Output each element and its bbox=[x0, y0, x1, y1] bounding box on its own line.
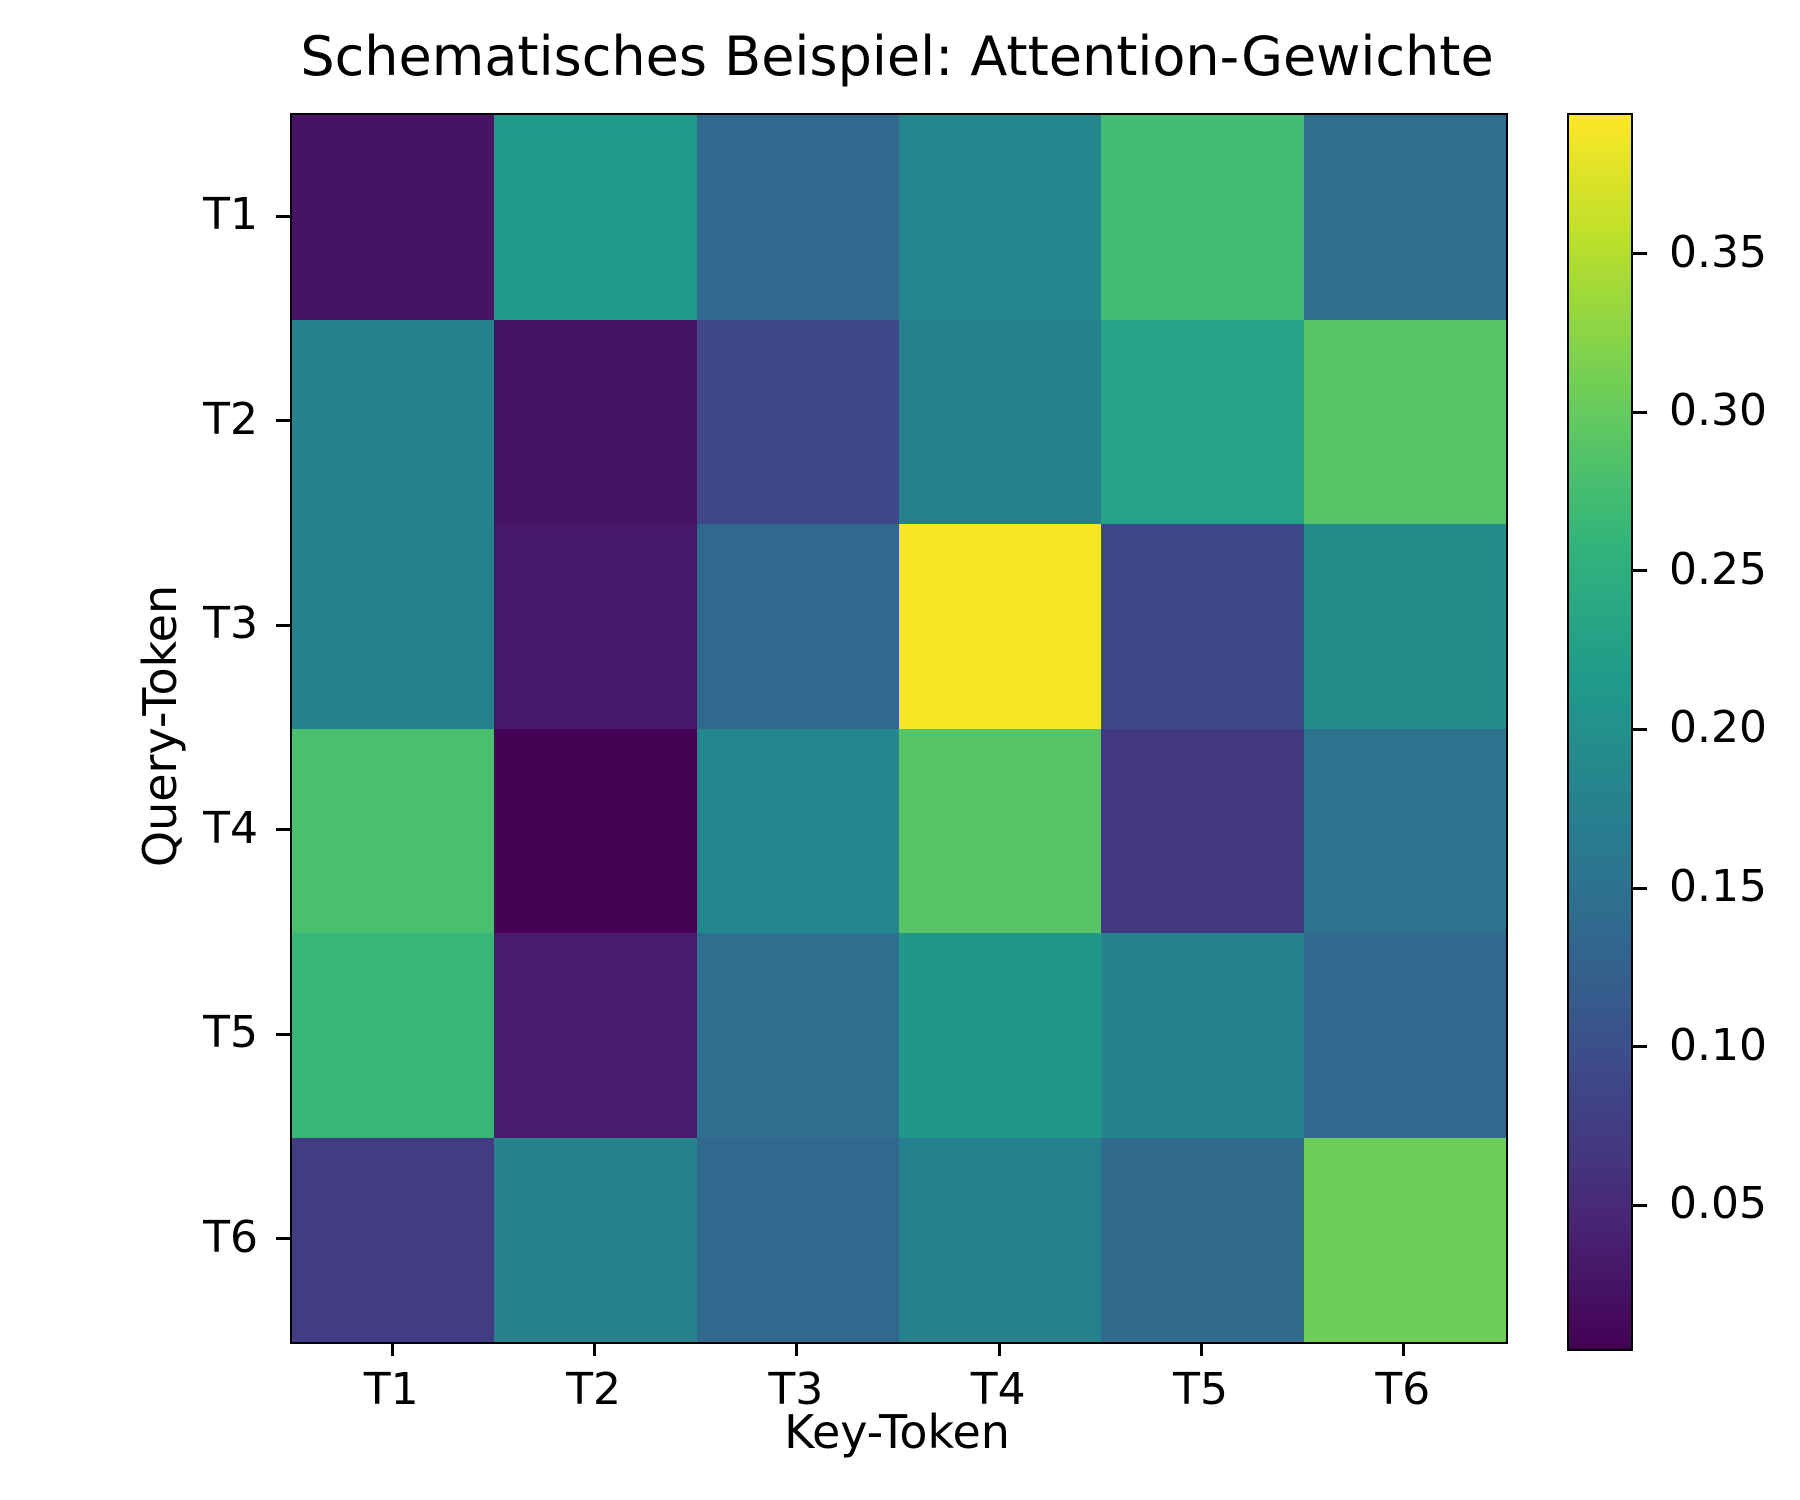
x-axis-label: Key-Token bbox=[784, 1405, 1010, 1459]
heatmap-cell bbox=[494, 115, 697, 320]
x-tick-label: T4 bbox=[970, 1364, 1026, 1415]
tick-mark bbox=[1402, 1342, 1406, 1356]
heatmap-cell bbox=[1101, 1137, 1304, 1342]
tick-mark bbox=[276, 828, 290, 832]
tick-mark bbox=[276, 1032, 290, 1036]
y-tick-label: T3 bbox=[203, 598, 258, 650]
heatmap-cell bbox=[696, 115, 899, 320]
y-tick-label: T1 bbox=[203, 189, 258, 241]
heatmap-cell bbox=[1303, 319, 1506, 524]
tick-mark bbox=[1633, 410, 1647, 414]
colorbar-tick-label: 0.30 bbox=[1669, 385, 1767, 437]
tick-mark bbox=[593, 1342, 596, 1356]
tick-mark bbox=[276, 214, 290, 218]
heatmap-cell bbox=[292, 728, 495, 933]
heatmap-cell bbox=[1101, 933, 1304, 1138]
heatmap-cell bbox=[292, 115, 495, 320]
heatmap-cell bbox=[898, 1137, 1102, 1342]
tick-mark bbox=[276, 1237, 290, 1241]
tick-mark bbox=[276, 623, 290, 627]
colorbar-tick-label: 0.05 bbox=[1669, 1178, 1767, 1230]
colorbar-tick-label: 0.35 bbox=[1669, 226, 1767, 278]
heatmap-cell bbox=[898, 933, 1102, 1138]
y-tick-label: T2 bbox=[203, 393, 258, 445]
y-tick-label: T4 bbox=[203, 802, 258, 854]
x-tick-label: T5 bbox=[1173, 1364, 1228, 1415]
heatmap-cell bbox=[898, 728, 1102, 933]
y-tick-label: T5 bbox=[203, 1007, 258, 1059]
heatmap-cell bbox=[1101, 524, 1304, 729]
y-tick-label: T6 bbox=[203, 1211, 258, 1263]
heatmap-cell bbox=[696, 524, 899, 729]
heatmap-cell bbox=[494, 319, 697, 524]
heatmap-cell bbox=[494, 933, 697, 1138]
heatmap-cell bbox=[1101, 728, 1304, 933]
tick-mark bbox=[795, 1342, 799, 1356]
heatmap-cell bbox=[898, 115, 1102, 320]
x-tick-label: T1 bbox=[363, 1364, 419, 1415]
heatmap-cell bbox=[1101, 319, 1304, 524]
colorbar-tick-label: 0.15 bbox=[1669, 861, 1767, 913]
tick-mark bbox=[1200, 1342, 1203, 1356]
heatmap-cell bbox=[1303, 933, 1506, 1138]
tick-mark bbox=[1633, 1203, 1647, 1207]
chart-title: Schematisches Beispiel: Attention-Gewich… bbox=[300, 25, 1494, 88]
heatmap-cell bbox=[898, 319, 1102, 524]
heatmap-cell bbox=[696, 933, 899, 1138]
colorbar-tick-label: 0.20 bbox=[1669, 702, 1767, 754]
tick-mark bbox=[1633, 727, 1647, 731]
tick-mark bbox=[1633, 252, 1647, 256]
heatmap-cell bbox=[696, 319, 899, 524]
tick-mark bbox=[1633, 569, 1647, 573]
heatmap-cell bbox=[696, 728, 899, 933]
heatmap-cell bbox=[1303, 115, 1506, 320]
heatmap-cell bbox=[898, 524, 1102, 729]
colorbar-tick-label: 0.25 bbox=[1669, 543, 1767, 595]
heatmap-cell bbox=[696, 1137, 899, 1342]
x-tick-label: T6 bbox=[1375, 1364, 1431, 1415]
x-tick-label: T2 bbox=[566, 1364, 621, 1415]
tick-mark bbox=[390, 1342, 394, 1356]
tick-mark bbox=[276, 419, 290, 423]
heatmap-cell bbox=[1101, 115, 1304, 320]
heatmap-cell bbox=[292, 319, 495, 524]
heatmap-cell bbox=[494, 728, 697, 933]
heatmap-cell bbox=[1303, 728, 1506, 933]
heatmap-cell bbox=[494, 524, 697, 729]
heatmap-cell bbox=[292, 933, 495, 1138]
tick-mark bbox=[997, 1342, 1001, 1356]
heatmap-cell bbox=[1303, 1137, 1506, 1342]
colorbar bbox=[1567, 113, 1633, 1351]
heatmap-cell bbox=[494, 1137, 697, 1342]
heatmap-cell bbox=[292, 1137, 495, 1342]
tick-mark bbox=[1633, 1045, 1647, 1049]
x-tick-label: T3 bbox=[768, 1364, 824, 1415]
heatmap-plot bbox=[290, 113, 1508, 1344]
tick-mark bbox=[1633, 886, 1647, 890]
heatmap-cell bbox=[1303, 524, 1506, 729]
heatmap-cell bbox=[292, 524, 495, 729]
colorbar-tick-label: 0.10 bbox=[1669, 1019, 1767, 1071]
